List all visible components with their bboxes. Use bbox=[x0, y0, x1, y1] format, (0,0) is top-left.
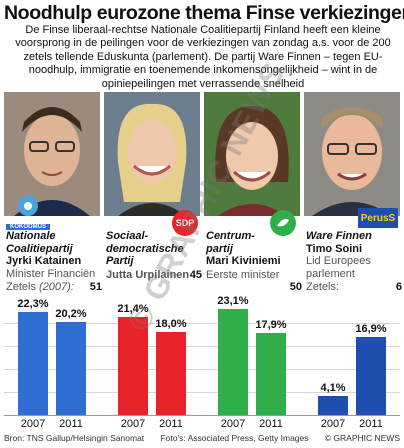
seats-label: Zetels: bbox=[306, 281, 340, 293]
leader-role: Eerste minister bbox=[206, 268, 280, 281]
bar bbox=[256, 332, 286, 415]
leader-name: Timo Soini bbox=[306, 242, 363, 255]
year-tick-label: 2011 bbox=[359, 418, 383, 430]
party-col-perussuomalaiset: Ware Finnen Timo Soini Lid Europees parl… bbox=[306, 230, 404, 294]
seats-row: Zetels (2007): 51 bbox=[6, 281, 106, 294]
footer: Bron: TNS Gallup/Helsingin Sanomat Foto'… bbox=[4, 433, 400, 443]
bar bbox=[218, 308, 248, 415]
portrait-kiviniemi bbox=[204, 92, 300, 216]
seats-count: 51 bbox=[89, 281, 102, 293]
party-col-sdp: Sociaal- democratische Partij Jutta Urpi… bbox=[106, 230, 206, 281]
leader-name: Jyrki Katainen bbox=[6, 255, 82, 267]
x-axis bbox=[4, 415, 400, 416]
party-name: Nationale Coalitiepartij bbox=[6, 230, 73, 255]
data-label: 20,2% bbox=[55, 308, 87, 321]
seats-count: 45 bbox=[189, 268, 202, 281]
year-tick-label: 2011 bbox=[159, 418, 183, 430]
data-label: 16,9% bbox=[355, 323, 387, 336]
year-tick-label: 2011 bbox=[59, 418, 83, 430]
page-title: Noodhulp eurozone thema Finse verkiezing… bbox=[4, 2, 404, 24]
keskusta-logo bbox=[270, 210, 296, 236]
data-label: 17,9% bbox=[255, 318, 287, 331]
kokoomus-logo-text: KOKOOMUS bbox=[6, 224, 50, 230]
intro-text: De Finse liberaal-rechtse Nationale Coal… bbox=[15, 24, 391, 90]
leader-name: Jutta Urpilainen bbox=[106, 268, 190, 281]
party-name-line1: Centrum- bbox=[206, 230, 255, 242]
year-tick-label: 2007 bbox=[20, 418, 46, 430]
leader-role-line2: parlement bbox=[306, 267, 355, 280]
data-label: 22,3% bbox=[17, 298, 49, 311]
gridline bbox=[4, 369, 400, 370]
year-tick-label: 2007 bbox=[320, 418, 346, 430]
party-name-line3: Partij bbox=[106, 255, 134, 267]
seats-count: 6 bbox=[395, 281, 402, 293]
party-col-kokoomus: Nationale Coalitiepartij Jyrki Katainen … bbox=[6, 230, 106, 294]
gridline bbox=[4, 392, 400, 393]
data-label: 4,1% bbox=[320, 382, 346, 395]
party-name-line2: partij bbox=[206, 242, 233, 255]
seats-row: Zetels: 6 bbox=[306, 281, 404, 294]
leader-role-line1: Lid Europees bbox=[306, 255, 371, 267]
source-text: Bron: TNS Gallup/Helsingin Sanomat bbox=[4, 433, 145, 443]
data-label: 21,4% bbox=[117, 302, 149, 315]
year-tick-label: 2011 bbox=[259, 418, 283, 430]
bar bbox=[18, 312, 48, 415]
year-tick-label: 2007 bbox=[220, 418, 246, 430]
portrait-soini bbox=[304, 92, 400, 216]
seats-label: Zetels bbox=[6, 281, 36, 293]
seats-year: (2007): bbox=[39, 281, 74, 293]
bar bbox=[118, 316, 148, 415]
seats-row: Jutta Urpilainen 45 bbox=[106, 269, 206, 282]
data-label: 18,0% bbox=[155, 318, 187, 331]
portrait-urpilainen bbox=[104, 92, 200, 216]
sdp-logo: SDP bbox=[172, 210, 198, 236]
seats-count: 50 bbox=[289, 280, 302, 293]
bar bbox=[318, 396, 348, 415]
bar bbox=[156, 332, 186, 415]
party-name-line1: Sociaal- bbox=[106, 230, 149, 242]
perussuomalaiset-logo: PerusS bbox=[358, 208, 398, 228]
bar bbox=[356, 337, 386, 415]
photo-credit: Foto's: Associated Press, Getty Images bbox=[160, 433, 309, 443]
party-name-line2: democratische bbox=[106, 242, 184, 255]
gridline bbox=[4, 323, 400, 324]
leader-role: Minister Financiën bbox=[6, 267, 96, 280]
seats-row: Eerste minister 50 bbox=[206, 268, 306, 293]
kokoomus-logo: KOKOOMUS bbox=[6, 194, 50, 230]
bar bbox=[56, 322, 86, 415]
graphic-credit: © GRAPHIC NEWS bbox=[324, 433, 400, 443]
year-tick-label: 2007 bbox=[120, 418, 146, 430]
party-col-keskusta: Centrum- partij Mari Kiviniemi Eerste mi… bbox=[206, 230, 306, 293]
party-name: Ware Finnen bbox=[306, 230, 372, 242]
gridline bbox=[4, 346, 400, 347]
data-label: 23,1% bbox=[217, 294, 249, 307]
leader-name: Mari Kiviniemi bbox=[206, 255, 281, 267]
